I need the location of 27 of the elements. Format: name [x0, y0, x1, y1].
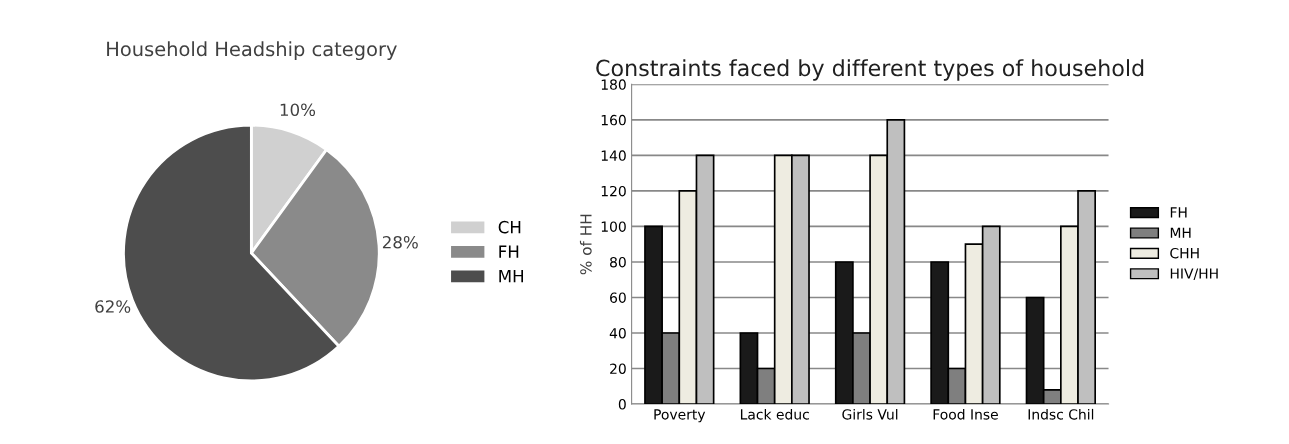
- y-tick-label: 60: [610, 292, 626, 303]
- legend-label: FH: [1170, 207, 1187, 218]
- y-tick-label: 0: [618, 399, 626, 410]
- y-tick-label: 80: [610, 256, 626, 268]
- chart-title: Household Headship category: [107, 41, 397, 61]
- y-tick-label: 140: [601, 150, 626, 161]
- x-tick-label: Lack educ: [740, 408, 809, 420]
- legend-label: MH: [499, 269, 523, 283]
- legend-label: MH: [1170, 227, 1191, 238]
- x-tick-label: Girls Vul: [842, 408, 898, 420]
- data-label: 10%: [280, 103, 316, 117]
- legend-label: HIV/HH: [1170, 268, 1218, 280]
- y-tick-label: 20: [610, 363, 626, 374]
- y-tick-label: 120: [601, 185, 626, 197]
- x-tick-label: Indsc Chil: [1028, 408, 1094, 420]
- legend-label: FH: [499, 245, 519, 258]
- y-tick-label: 100: [601, 221, 626, 232]
- data-label: 28%: [382, 235, 418, 249]
- legend-label: CHH: [1170, 247, 1199, 259]
- y-tick-label: 180: [601, 79, 626, 90]
- x-tick-label: Food Inse: [933, 408, 998, 420]
- legend-label: CH: [498, 220, 521, 234]
- y-axis-title: % of HH: [579, 214, 592, 275]
- y-tick-label: 160: [601, 114, 626, 126]
- y-tick-label: 40: [609, 327, 626, 339]
- data-label: 62%: [95, 300, 131, 313]
- x-tick-label: Poverty: [654, 409, 706, 423]
